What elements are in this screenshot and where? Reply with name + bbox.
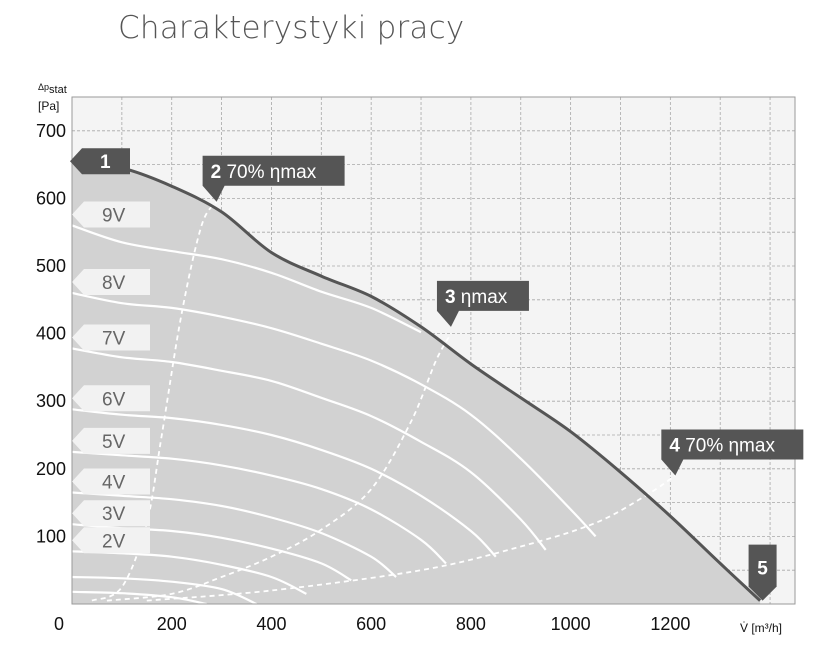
voltage-label-9V: 9V	[102, 205, 126, 226]
efficiency-line-1	[91, 201, 218, 602]
point-label: 3 ηmax	[445, 287, 508, 308]
voltage-label-2V: 2V	[102, 531, 126, 552]
voltage-tag-9V	[72, 201, 150, 228]
point-marker-shape	[436, 280, 529, 327]
x-tick-label: 0	[54, 614, 64, 634]
y-tick-label: 200	[36, 459, 66, 479]
voltage-label-3V: 3V	[102, 504, 126, 525]
voltage-tag-6V	[72, 385, 150, 412]
y-tick-label: 600	[36, 188, 66, 208]
x-tick-label: 400	[256, 614, 286, 634]
speed-curve-low	[72, 575, 257, 604]
x-tick-label: 1200	[650, 614, 690, 634]
voltage-tag-4V	[72, 468, 150, 495]
voltage-tag-7V	[72, 324, 150, 351]
speed-curves	[72, 224, 597, 604]
point-marker-1: 1	[70, 148, 130, 175]
voltage-tag-5V	[72, 427, 150, 454]
speed-curve-4V	[72, 491, 397, 578]
point-marker-2: 2 70% ηmax	[202, 155, 345, 202]
speed-curve-9V	[72, 224, 422, 334]
point-number-label: 5	[757, 559, 768, 580]
y-tick-label: 700	[36, 121, 66, 141]
x-tick-label: 600	[356, 614, 386, 634]
point-marker-shape	[70, 148, 130, 175]
point-marker-3: 3 ηmax	[436, 280, 529, 327]
x-tick-label: 200	[157, 614, 187, 634]
efficiency-lines	[91, 201, 676, 602]
point-marker-shape	[748, 544, 777, 601]
point-label: 2 70% ηmax	[211, 162, 317, 183]
voltage-tag-2V	[72, 527, 150, 554]
voltage-label-5V: 5V	[102, 432, 126, 453]
speed-curve-low	[72, 590, 207, 604]
voltage-tag-8V	[72, 269, 150, 296]
y-tick-label: 400	[36, 324, 66, 344]
max-performance-curve	[71, 159, 762, 602]
y-tick-label: 100	[36, 526, 66, 546]
efficiency-line-2	[106, 333, 452, 602]
voltage-tags: 9V 8V 7V 6V 5V 4V 3V 2V	[72, 201, 150, 554]
x-axis-label: V̇ [m³/h]	[740, 621, 782, 635]
point-marker-shape	[202, 155, 345, 202]
axes: 0 200 400 600 800 1000 1200 100 200 300 400 500 600 7…	[36, 82, 782, 635]
y-axis-unit: [Pa]	[38, 99, 59, 113]
speed-curve-8V	[72, 291, 597, 538]
voltage-label-4V: 4V	[102, 472, 126, 493]
voltage-tag-3V	[72, 500, 150, 527]
y-tick-label: 300	[36, 391, 66, 411]
y-axis-label: Δpstat	[38, 82, 67, 96]
point-marker-shape	[661, 429, 804, 476]
plot-border	[71, 96, 796, 605]
x-tick-label: 1000	[551, 614, 591, 634]
y-tick-label: 500	[36, 256, 66, 276]
point-markers: 1 2 70% ηmax 3 ηmax 4 70% ηmax 5	[70, 148, 804, 601]
point-label: 4 70% ηmax	[669, 436, 775, 457]
page-title: Charakterystyki pracy	[118, 10, 465, 46]
voltage-label-6V: 6V	[102, 389, 126, 410]
voltage-label-7V: 7V	[102, 328, 126, 349]
voltage-label-8V: 8V	[102, 273, 126, 294]
speed-curve-7V	[72, 347, 547, 551]
x-tick-label: 800	[456, 614, 486, 634]
point-marker-5: 5	[748, 544, 777, 601]
point-number-label: 1	[100, 152, 111, 173]
efficiency-line-3	[146, 474, 676, 602]
speed-curve-5V	[72, 450, 447, 565]
speed-curve-6V	[72, 408, 497, 558]
point-marker-4: 4 70% ηmax	[661, 429, 804, 476]
